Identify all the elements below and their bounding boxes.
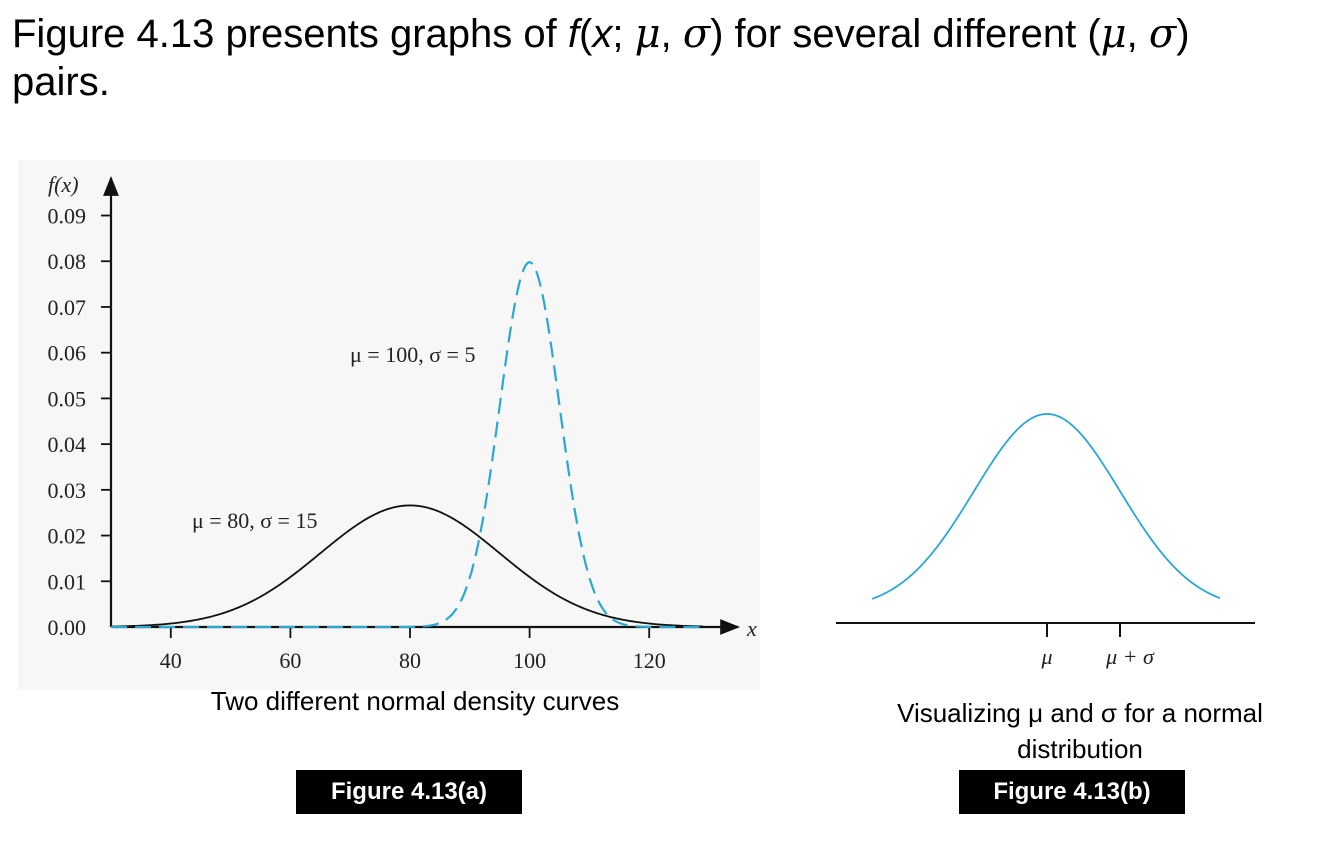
tick-label-mu-plus-sigma: μ + σ — [1105, 644, 1155, 669]
heading-mu: μ — [634, 11, 661, 57]
x-tick-label: 60 — [279, 648, 301, 673]
annotation-mu100: μ = 100, σ = 5 — [350, 342, 475, 367]
heading-comma: , — [660, 12, 683, 56]
x-tick-label: 100 — [513, 648, 546, 673]
heading-sigma: σ — [682, 11, 711, 57]
figure-a-panel — [18, 160, 760, 690]
tick-label-mu: μ — [1040, 644, 1052, 669]
figure-a-label: Figure 4.13(a) — [296, 770, 522, 814]
heading-sigma-2: σ — [1148, 11, 1177, 57]
heading-x: x — [592, 12, 613, 56]
heading-paren: ( — [579, 12, 593, 56]
x-tick-label: 80 — [399, 648, 421, 673]
x-tick-label: 120 — [633, 648, 666, 673]
y-tick-label: 0.09 — [48, 204, 87, 229]
series-mu100-sigma5-line — [111, 261, 704, 629]
heading-comma-2: , — [1126, 12, 1149, 56]
figure-b-label: Figure 4.13(b) — [959, 770, 1185, 814]
page-heading: Figure 4.13 presents graphs of f(x; μ, σ… — [12, 10, 1312, 106]
y-axis-label: f(x) — [48, 172, 79, 197]
heading-text-3: ) — [1176, 12, 1190, 56]
figure-b-caption: Visualizing μ and σ for a normal distrib… — [830, 695, 1330, 767]
y-tick-label: 0.01 — [48, 569, 87, 594]
y-tick-label: 0.05 — [48, 386, 87, 411]
y-tick-label: 0.00 — [48, 615, 87, 640]
heading-semi: ; — [612, 12, 635, 56]
y-tick-label: 0.06 — [48, 341, 87, 366]
y-tick-label: 0.02 — [48, 524, 87, 549]
figure-b-chart: μ μ + σ — [836, 413, 1255, 669]
x-axis-label: x — [746, 616, 757, 641]
figure-a-chart: 0.00 0.01 0.02 0.03 0.04 0.05 0.06 0.07 0.08 0.09… — [48, 172, 758, 673]
figure-b-caption-line-2: distribution — [1017, 734, 1143, 764]
y-tick-label: 0.07 — [48, 295, 87, 320]
y-tick-label: 0.03 — [48, 478, 87, 503]
normal-curve-b — [871, 413, 1221, 600]
heading-text-2: ) for several different ( — [710, 12, 1101, 56]
annotation-mu80: μ = 80, σ = 15 — [192, 508, 317, 533]
heading-mu-2: μ — [1100, 11, 1127, 57]
heading-text-1: Figure 4.13 presents graphs of — [12, 12, 568, 56]
y-tick-label: 0.08 — [48, 249, 87, 274]
y-tick-label: 0.04 — [48, 432, 87, 457]
heading-line-2: pairs. — [12, 60, 110, 104]
figure-a-caption: Two different normal density curves — [210, 686, 620, 716]
x-tick-label: 40 — [160, 648, 182, 673]
figure-b-caption-line-1: Visualizing μ and σ for a normal — [897, 698, 1263, 728]
series-mu80-sigma15-line — [110, 504, 704, 628]
heading-f: f — [567, 12, 580, 56]
